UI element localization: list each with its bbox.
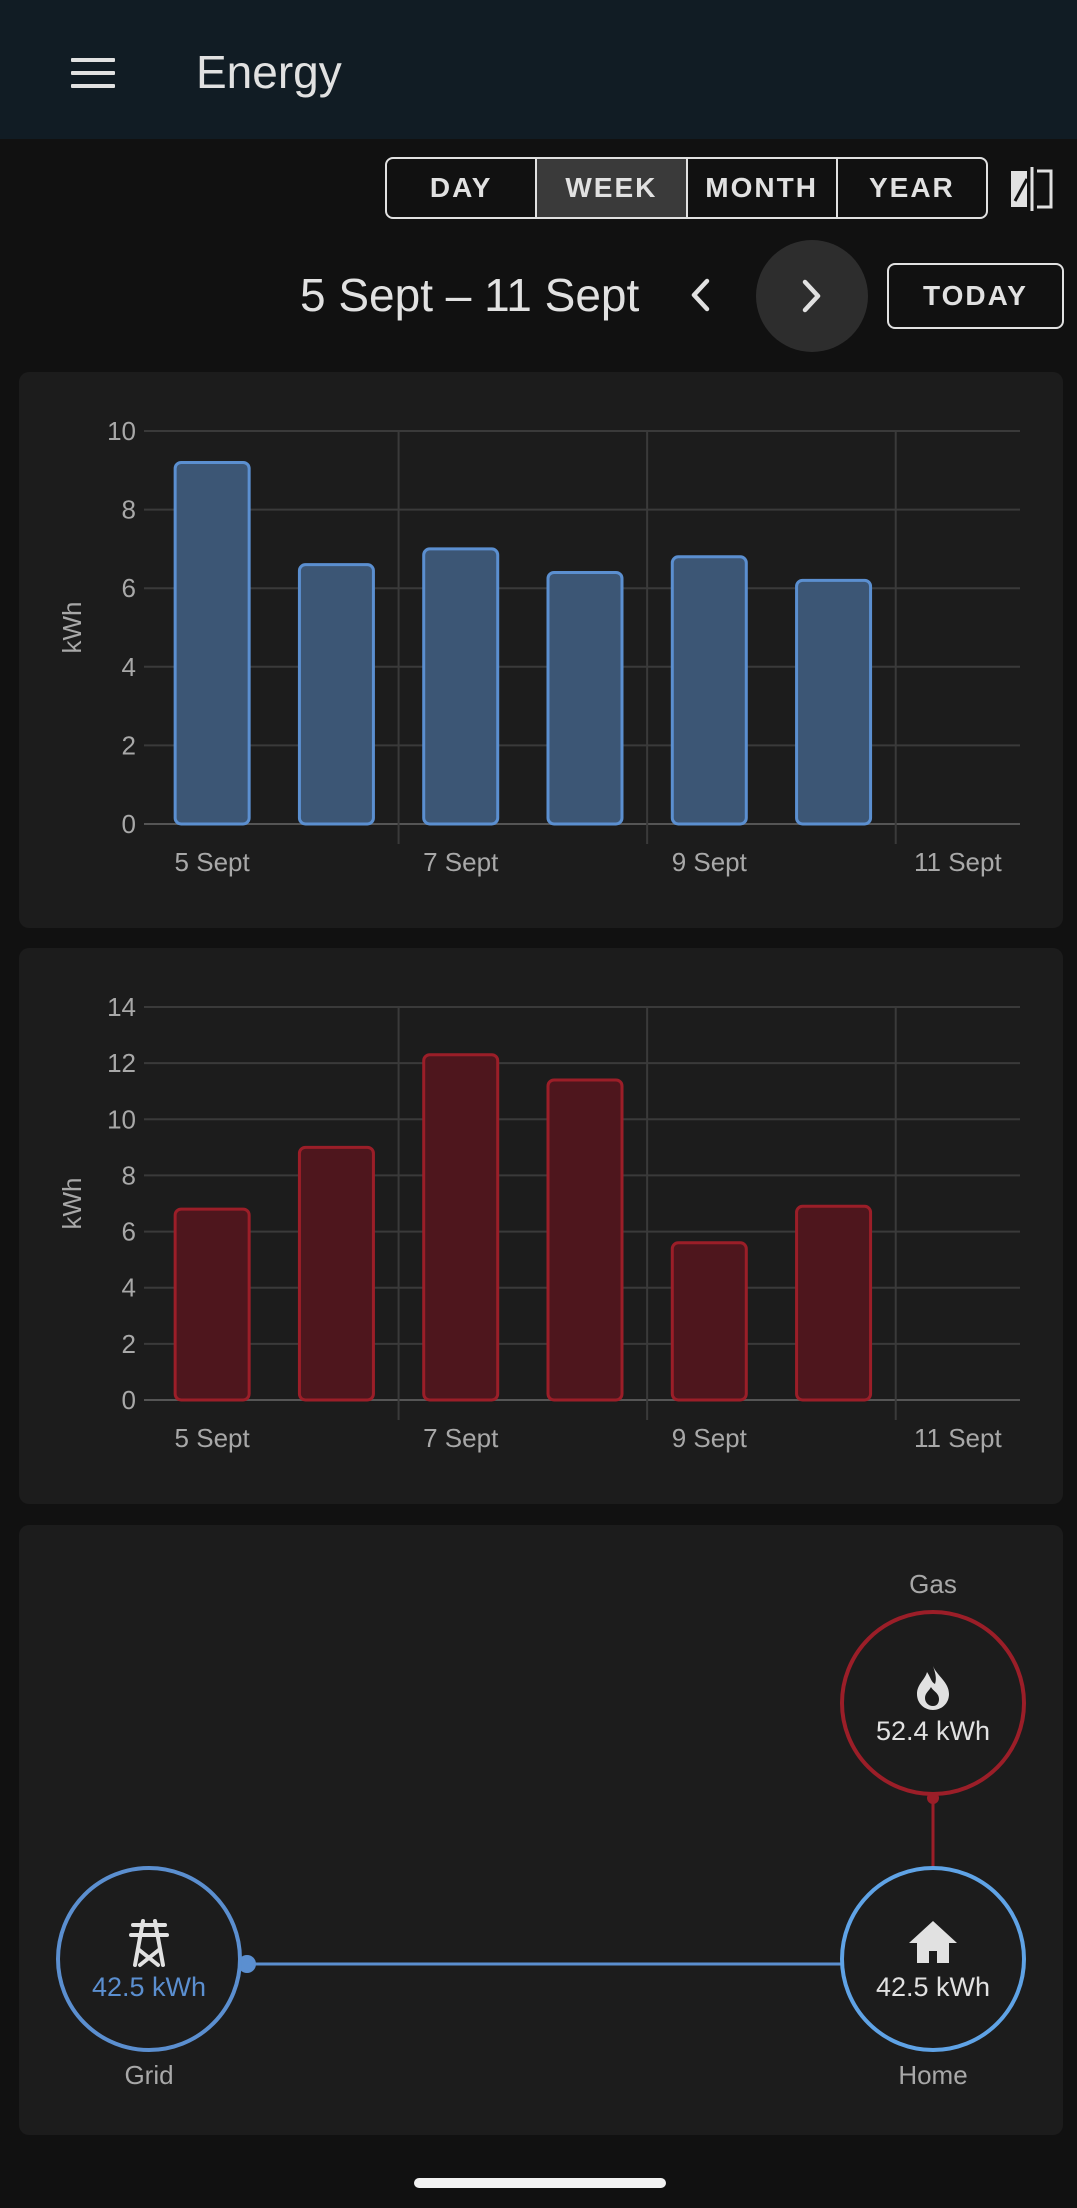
menu-icon[interactable] xyxy=(58,38,128,108)
y-tick-label: 12 xyxy=(107,1048,136,1078)
y-tick-label: 6 xyxy=(122,573,136,603)
compare-icon[interactable] xyxy=(1005,163,1057,215)
energy-distribution-diagram: 52.4 kWh Gas 42.5 kWh Grid 42.5 kWh Home xyxy=(19,1525,1063,2135)
period-day-button[interactable]: DAY xyxy=(387,159,537,217)
period-month-button[interactable]: MONTH xyxy=(688,159,838,217)
home-icon xyxy=(909,1921,957,1963)
y-tick-label: 2 xyxy=(122,1329,136,1359)
electricity-usage-card: 0 2 4 6 8 10 5 Sept 7 Sept 9 Sept 11 Sept kWh xyxy=(19,372,1063,928)
bar[interactable] xyxy=(548,1080,622,1400)
y-tick-label: 0 xyxy=(122,809,136,839)
x-tick-label: 11 Sept xyxy=(914,847,1002,877)
bar[interactable] xyxy=(299,565,373,824)
y-tick-label: 10 xyxy=(107,1104,136,1134)
bar[interactable] xyxy=(175,1209,249,1400)
transmission-tower-icon xyxy=(131,1921,167,1965)
y-tick-label: 8 xyxy=(122,1160,136,1190)
bar[interactable] xyxy=(548,572,622,824)
home-label: Home xyxy=(898,2060,967,2090)
electricity-usage-chart: 0 2 4 6 8 10 5 Sept 7 Sept 9 Sept 11 Sept kWh xyxy=(19,372,1063,928)
x-tick-label: 7 Sept xyxy=(423,1423,499,1453)
gas-value: 52.4 kWh xyxy=(876,1716,990,1746)
y-axis-label: kWh xyxy=(57,1178,87,1230)
y-tick-label: 2 xyxy=(122,730,136,760)
y-tick-label: 4 xyxy=(122,652,136,682)
home-indicator[interactable] xyxy=(414,2178,666,2188)
home-node xyxy=(842,1868,1024,2050)
y-tick-label: 14 xyxy=(107,992,136,1022)
today-button[interactable]: TODAY xyxy=(887,263,1064,329)
y-tick-label: 8 xyxy=(122,495,136,525)
chevron-left-icon[interactable] xyxy=(670,262,730,328)
y-axis-label: kWh xyxy=(57,602,87,654)
x-tick-label: 7 Sept xyxy=(423,847,499,877)
y-tick-label: 6 xyxy=(122,1217,136,1247)
gas-usage-card: 0 2 4 6 8 10 12 14 5 Sept 7 Sept 9 Sept 11 Sept kWh xyxy=(19,948,1063,1504)
app-bar: Energy xyxy=(0,0,1077,139)
y-tick-label: 0 xyxy=(122,1385,136,1415)
x-tick-label: 5 Sept xyxy=(175,1423,251,1453)
x-tick-label: 5 Sept xyxy=(175,847,251,877)
bar[interactable] xyxy=(797,1206,871,1400)
energy-distribution-card: 52.4 kWh Gas 42.5 kWh Grid 42.5 kWh Home xyxy=(19,1525,1063,2135)
x-tick-label: 11 Sept xyxy=(914,1423,1002,1453)
page-title: Energy xyxy=(196,44,342,100)
grid-value: 42.5 kWh xyxy=(92,1972,206,2002)
period-week-button[interactable]: WEEK xyxy=(537,159,687,217)
x-tick-label: 9 Sept xyxy=(672,1423,748,1453)
bar[interactable] xyxy=(672,557,746,824)
home-value: 42.5 kWh xyxy=(876,1972,990,2002)
bar[interactable] xyxy=(672,1243,746,1400)
gas-usage-chart: 0 2 4 6 8 10 12 14 5 Sept 7 Sept 9 Sept 11 Sept kWh xyxy=(19,948,1063,1504)
bar[interactable] xyxy=(175,462,249,824)
bar[interactable] xyxy=(424,549,498,824)
bar[interactable] xyxy=(797,580,871,824)
flame-icon xyxy=(917,1666,949,1710)
x-tick-label: 9 Sept xyxy=(672,847,748,877)
period-selector: DAY WEEK MONTH YEAR xyxy=(385,157,988,219)
gas-label: Gas xyxy=(909,1569,957,1599)
bar[interactable] xyxy=(299,1147,373,1400)
date-range-label: 5 Sept – 11 Sept xyxy=(300,265,639,325)
chevron-right-icon[interactable] xyxy=(756,240,868,352)
y-tick-label: 10 xyxy=(107,416,136,446)
grid-label: Grid xyxy=(124,2060,173,2090)
period-year-button[interactable]: YEAR xyxy=(838,159,986,217)
bar[interactable] xyxy=(424,1055,498,1400)
y-tick-label: 4 xyxy=(122,1273,136,1303)
